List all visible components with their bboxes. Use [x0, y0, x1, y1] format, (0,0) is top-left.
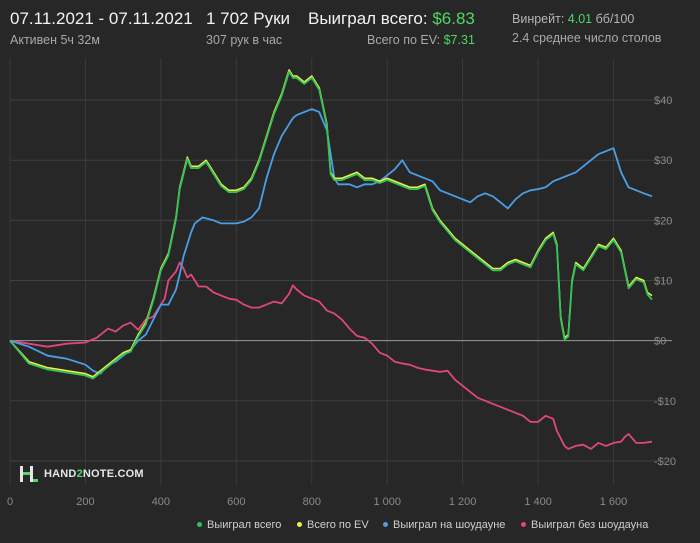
- x-tick-label-2: 400: [152, 496, 170, 508]
- y-tick-label-0: $40: [654, 95, 672, 107]
- legend-dot-icon: [297, 521, 302, 527]
- winrate-unit: бб/100: [595, 12, 635, 26]
- legend-label: Выиграл без шоудауна: [531, 519, 649, 531]
- y-axis-ticks: $40 $30 $20 $10 $0 -$10 -$20: [654, 95, 676, 468]
- session-block: 07.11.2021 - 07.11.2021 Активен 5ч 32м: [10, 9, 193, 47]
- x-tick-label-4: 800: [303, 496, 321, 508]
- y-tick-label-5: -$10: [654, 396, 676, 408]
- x-tick-label-8: 1 600: [600, 496, 628, 508]
- winrate-block: Винрейт: 4.01 бб/100 2.4 среднее число с…: [512, 12, 661, 45]
- x-tick-label-7: 1 400: [524, 496, 552, 508]
- legend-item-1[interactable]: Всего по EV: [297, 519, 369, 531]
- chart-legend: Выиграл всего Всего по EV Выиграл на шоуда…: [0, 516, 700, 536]
- won-total: Выиграл всего: $6.83: [308, 9, 475, 29]
- winrate-value: 4.01: [567, 12, 593, 26]
- legend-item-0[interactable]: Выиграл всего: [197, 519, 281, 531]
- y-tick-label-4: $0: [654, 336, 666, 348]
- y-tick-label-6: -$20: [654, 456, 676, 468]
- won-label: Выиграл всего:: [308, 9, 428, 28]
- legend-label: Выиграл всего: [207, 519, 282, 531]
- legend-label: Выиграл на шоудауне: [393, 519, 506, 531]
- x-axis-ticks: 0 200 400 600 800 1 000 1 200 1 400 1 600: [7, 496, 627, 508]
- x-tick-label-0: 0: [7, 496, 13, 508]
- won-value: $6.83: [432, 9, 475, 28]
- chart-series: [9, 69, 653, 450]
- hand2note-logo-text: HAND2NOTE.COM: [44, 468, 144, 480]
- ev-label: Всего по EV:: [366, 33, 441, 47]
- stats-header: 07.11.2021 - 07.11.2021 Активен 5ч 32м 1…: [0, 0, 700, 56]
- legend-item-3[interactable]: Выиграл без шоудауна: [521, 519, 648, 531]
- winrate-label: Винрейт:: [512, 12, 565, 26]
- y-tick-label-2: $20: [654, 215, 672, 227]
- legend-dot-icon: [383, 521, 388, 527]
- series-line-3: [9, 70, 653, 380]
- y-tick-label-1: $30: [654, 155, 672, 167]
- hands-per-hour: 307 рук в час: [206, 33, 283, 47]
- legend-label: Всего по EV: [307, 519, 369, 531]
- y-tick-label-3: $10: [654, 276, 672, 288]
- x-tick-label-1: 200: [76, 496, 94, 508]
- chart-grid: [9, 58, 672, 485]
- x-tick-label-6: 1 200: [449, 496, 477, 508]
- hands-block: 1 702 Руки 307 рук в час: [206, 9, 290, 47]
- date-range: 07.11.2021 - 07.11.2021: [10, 9, 193, 28]
- legend-item-2[interactable]: Выиграл на шоудауне: [383, 519, 505, 531]
- ev-total: Всего по EV: $7.31: [308, 33, 475, 47]
- series-line-0: [9, 261, 653, 450]
- hand2note-logo: HAND2NOTE.COM: [18, 463, 144, 485]
- x-tick-label-5: 1 000: [373, 496, 401, 508]
- active-time: Активен 5ч 32м: [10, 33, 100, 47]
- hand2note-logo-icon: [20, 466, 38, 482]
- winnings-block: Выиграл всего: $6.83 Всего по EV: $7.31: [308, 9, 475, 47]
- x-tick-label-3: 600: [227, 496, 245, 508]
- ev-value: $7.31: [443, 33, 475, 47]
- avg-tables: 2.4 среднее число столов: [512, 31, 662, 45]
- series-line-1: [9, 108, 653, 375]
- winnings-chart: $40 $30 $20 $10 $0 -$10 -$20 0 200 400 600 800 1 00…: [7, 58, 676, 508]
- legend-dot-icon: [197, 521, 202, 527]
- winrate: Винрейт: 4.01 бб/100: [512, 12, 661, 26]
- hands-count: 1 702 Руки: [206, 9, 291, 28]
- legend-dot-icon: [521, 521, 526, 527]
